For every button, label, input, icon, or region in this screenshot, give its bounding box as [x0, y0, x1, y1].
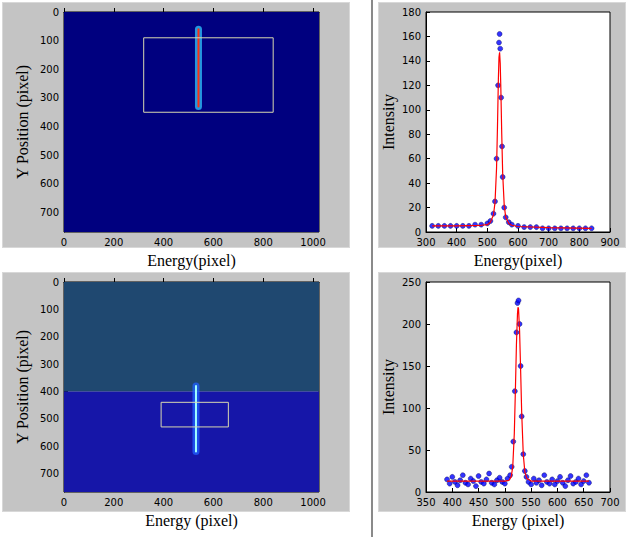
svg-text:650: 650 [574, 497, 593, 508]
svg-text:500: 500 [478, 237, 497, 248]
svg-text:200: 200 [402, 319, 421, 330]
svg-text:0: 0 [414, 486, 421, 498]
svg-text:200: 200 [40, 331, 59, 342]
svg-text:Energy(pixel): Energy(pixel) [147, 252, 236, 270]
svg-text:500: 500 [40, 413, 59, 424]
svg-text:800: 800 [254, 497, 273, 508]
svg-text:140: 140 [402, 55, 421, 66]
svg-text:700: 700 [600, 497, 619, 508]
svg-text:400: 400 [447, 237, 466, 248]
svg-text:200: 200 [104, 237, 123, 248]
svg-text:800: 800 [570, 237, 589, 248]
svg-text:0: 0 [414, 226, 421, 238]
svg-text:20: 20 [408, 202, 421, 213]
svg-text:0: 0 [53, 7, 59, 18]
svg-text:600: 600 [204, 237, 223, 248]
svg-text:450: 450 [469, 497, 488, 508]
svg-text:Y Position (pixel): Y Position (pixel) [14, 330, 32, 444]
svg-text:Energy (pixel): Energy (pixel) [145, 512, 238, 530]
svg-text:100: 100 [402, 403, 421, 414]
svg-text:400: 400 [443, 497, 462, 508]
svg-text:0: 0 [61, 497, 67, 508]
svg-text:800: 800 [254, 237, 273, 248]
svg-text:100: 100 [40, 35, 59, 46]
svg-text:900: 900 [600, 237, 619, 248]
svg-text:Energy(pixel): Energy(pixel) [474, 252, 563, 270]
svg-text:100: 100 [40, 304, 59, 315]
svg-text:40: 40 [408, 178, 421, 189]
svg-text:300: 300 [416, 237, 435, 248]
svg-text:400: 400 [154, 237, 173, 248]
svg-text:1000: 1000 [300, 497, 325, 508]
svg-text:60: 60 [408, 153, 421, 164]
svg-text:0: 0 [53, 277, 59, 288]
svg-text:550: 550 [522, 497, 541, 508]
svg-text:120: 120 [402, 80, 421, 91]
svg-text:500: 500 [495, 497, 514, 508]
svg-text:Y Position (pixel): Y Position (pixel) [14, 65, 32, 179]
svg-text:1000: 1000 [300, 237, 325, 248]
svg-text:600: 600 [508, 237, 527, 248]
svg-text:400: 400 [40, 386, 59, 397]
svg-text:300: 300 [40, 92, 59, 103]
svg-text:600: 600 [204, 497, 223, 508]
svg-text:Intensity: Intensity [380, 359, 398, 415]
svg-text:350: 350 [416, 497, 435, 508]
svg-text:150: 150 [402, 361, 421, 372]
svg-text:700: 700 [40, 468, 59, 479]
svg-text:Intensity: Intensity [380, 94, 398, 150]
svg-text:600: 600 [548, 497, 567, 508]
svg-text:400: 400 [40, 121, 59, 132]
svg-text:200: 200 [40, 64, 59, 75]
svg-text:400: 400 [154, 497, 173, 508]
svg-text:160: 160 [402, 31, 421, 42]
svg-text:Energy (pixel): Energy (pixel) [472, 512, 565, 530]
svg-text:250: 250 [402, 277, 421, 288]
svg-text:700: 700 [539, 237, 558, 248]
svg-text:700: 700 [40, 207, 59, 218]
svg-text:500: 500 [40, 150, 59, 161]
svg-text:100: 100 [402, 104, 421, 115]
svg-text:200: 200 [104, 497, 123, 508]
svg-text:80: 80 [408, 129, 421, 140]
svg-text:50: 50 [408, 445, 421, 456]
svg-text:180: 180 [402, 7, 421, 18]
svg-text:300: 300 [40, 359, 59, 370]
svg-text:0: 0 [61, 237, 67, 248]
svg-text:600: 600 [40, 441, 59, 452]
svg-text:600: 600 [40, 178, 59, 189]
